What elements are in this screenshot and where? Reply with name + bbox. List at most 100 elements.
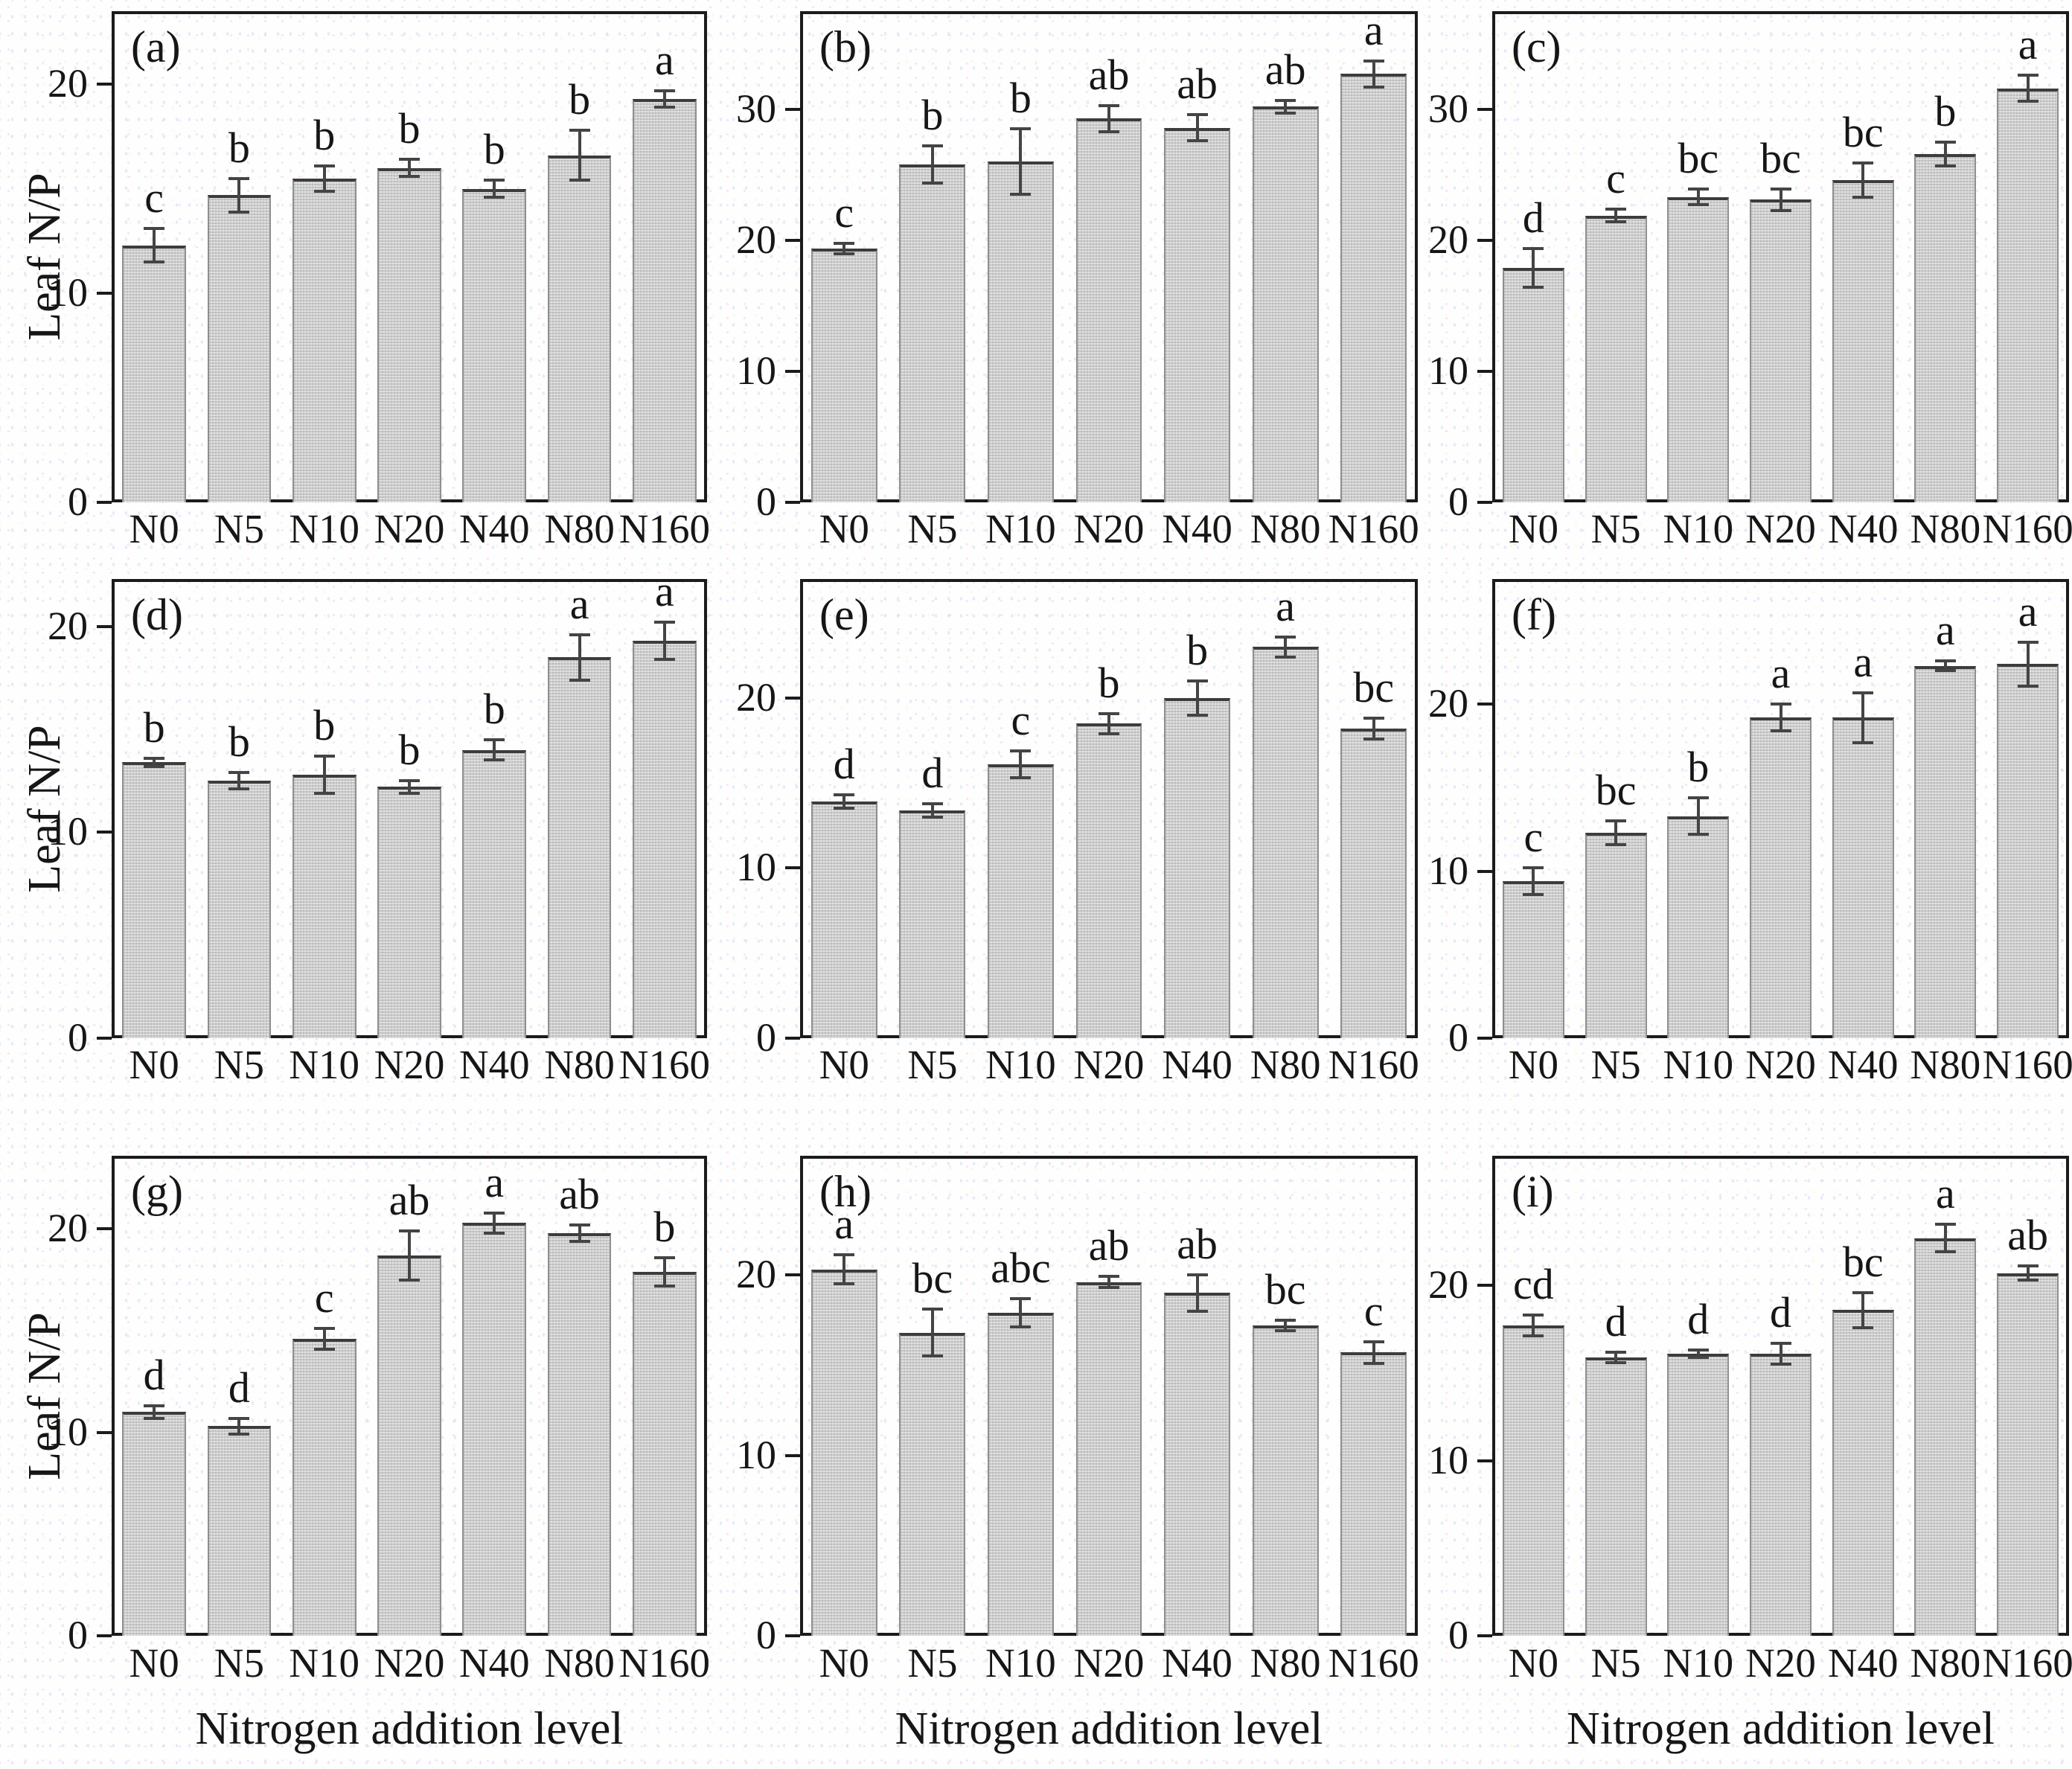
error-bar-cap-bottom [1687,203,1709,207]
y-axis-tick-label: 10 [1428,348,1468,393]
sig-letter-N20: bc [1760,134,1801,183]
error-bar-line [1195,115,1199,141]
sig-letter-N5: d [921,748,944,797]
error-bar-cap-top [1363,59,1384,63]
y-axis-tick [97,831,112,834]
error-bar-line [2026,642,2030,686]
y-axis-tick-label: 20 [48,61,88,106]
y-axis-tick-label: 20 [48,603,88,648]
error-bar-N40 [1186,113,1208,143]
bar-N5 [207,1426,272,1636]
sig-letter-N80: a [1936,1168,1955,1218]
y-axis-tick [785,108,800,111]
error-bar-line [842,1255,846,1285]
bar-N80 [547,657,612,1038]
error-bar-cap-bottom [144,1416,165,1420]
x-axis-tick-label-N0: N0 [1508,1042,1558,1087]
x-axis-tick-label-N20: N20 [1073,506,1145,551]
bar-N20 [1749,1354,1812,1636]
error-bar-N40 [1186,1273,1208,1313]
x-axis-tick-label-N5: N5 [907,1640,958,1686]
y-axis-tick [97,1430,112,1434]
error-bar-cap-bottom [1852,740,1874,744]
error-bar-cap-bottom [834,807,855,810]
error-bar-line [1532,868,1535,895]
x-axis-tick-label-N160: N160 [1982,506,2072,551]
sig-letter-N20: d [1770,1287,1791,1337]
error-bar-cap-top [484,179,505,182]
x-axis-tick-label-N80: N80 [1250,1042,1321,1087]
y-axis-tick [1477,239,1492,242]
bar-N5 [899,810,966,1038]
sig-letter-N20: ab [388,1176,430,1225]
error-bar-line [662,622,666,659]
y-axis-tick [785,1453,800,1457]
sig-letter-N10: b [313,700,336,749]
error-bar-line [1943,660,1947,671]
error-bar-N40 [1186,679,1208,717]
y-axis-tick-label: 0 [68,1015,88,1060]
error-bar-N0 [1523,866,1544,897]
error-bar-N10 [1687,1349,1709,1359]
error-bar-cap-bottom [228,210,250,214]
error-bar-line [1943,142,1947,166]
error-bar-line [930,1309,934,1357]
x-axis-tick-label-N5: N5 [1590,506,1641,551]
sig-letter-N20: b [398,726,421,775]
x-axis-tick-label-N40: N40 [458,506,530,551]
error-bar-cap-top [1099,103,1119,107]
x-axis-tick-label-N40: N40 [1827,1640,1899,1686]
error-bar-cap-bottom [484,758,505,762]
error-bar-N5 [228,176,250,214]
y-axis-tick [785,370,800,373]
error-bar-line [1696,189,1700,205]
sig-letter-N0: c [144,173,164,223]
error-bar-cap-top [1275,98,1296,102]
error-bar-cap-top [313,754,335,758]
bar-N10 [987,1312,1054,1636]
sig-letter-N0: c [834,188,854,237]
x-axis-tick-label-N10: N10 [1663,1042,1734,1087]
sig-letter-N160: a [654,567,674,616]
bar-N20 [1075,723,1142,1038]
sig-letter-N40: a [1853,637,1873,686]
y-axis-tick-label: 10 [48,270,88,316]
error-bar-N5 [1605,1350,1627,1364]
error-bar-cap-top [653,1255,675,1259]
bar-N40 [1164,127,1231,502]
error-bar-cap-top [1275,635,1296,639]
error-bar-cap-top [1523,866,1544,870]
error-bar-N10 [313,754,335,795]
sig-letter-N160: a [2018,20,2038,69]
error-bar-N80 [1934,141,1956,167]
y-axis-tick [785,501,800,504]
error-bar-cap-bottom [1186,1309,1208,1313]
error-bar-N20 [1099,1275,1119,1289]
bar-N80 [1252,106,1319,502]
error-bar-line [1861,692,1865,743]
error-bar-cap-top [1687,796,1709,799]
bar-N0 [1502,267,1564,502]
error-bar-line [322,165,326,191]
error-bar-cap-bottom [1523,1334,1544,1338]
error-bar-cap-bottom [1099,129,1119,133]
error-bar-cap-bottom [1934,164,1956,167]
error-bar-cap-top [1099,711,1119,715]
error-bar-cap-top [1186,1273,1208,1277]
error-bar-line [662,90,666,108]
error-bar-line [1696,797,1700,835]
sig-letter-N160: a [1363,5,1384,54]
bar-N80 [1914,153,1977,502]
bar-N20 [1749,199,1812,502]
error-bar-cap-bottom [2017,1279,2039,1282]
x-axis-tick-label-N80: N80 [1250,1640,1321,1686]
y-axis-tick [1477,370,1492,373]
x-axis-tick-label-N0: N0 [1508,1640,1558,1686]
error-bar-cap-top [1934,1222,1956,1226]
bar-N160 [633,641,697,1038]
error-bar-N5 [921,1308,943,1358]
sig-letter-N80: b [1934,87,1957,135]
error-bar-line [408,781,411,793]
error-bar-cap-top [1934,141,1956,144]
error-bar-N20 [1099,103,1119,133]
